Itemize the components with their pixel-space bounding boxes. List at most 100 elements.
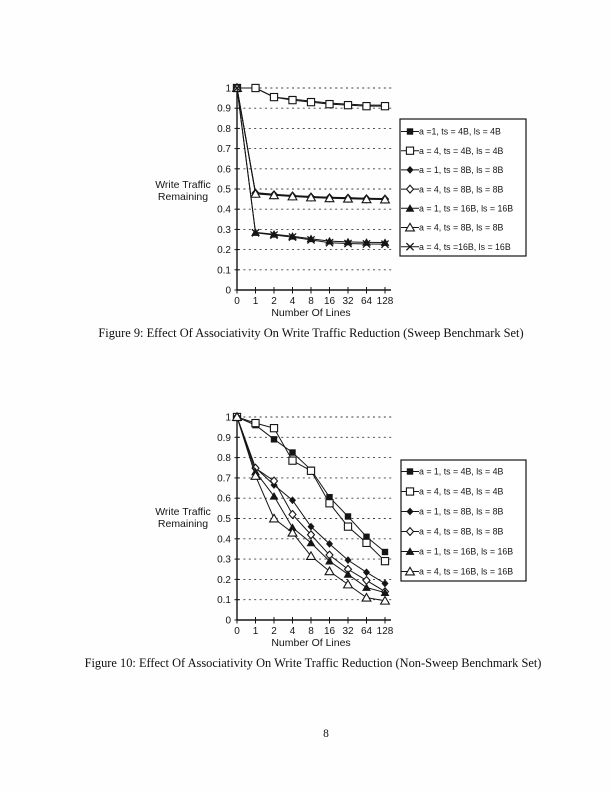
triangle-filled-marker-icon [325, 556, 334, 565]
y-tick-label: 0.3 [217, 225, 231, 236]
x-tick-label: 8 [308, 626, 314, 637]
legend: a =1, ts = 4B, ls = 4B a = 4, ts = 4B, ls… [399, 118, 527, 257]
triangle-filled-marker-icon [405, 547, 415, 555]
fig9-x-axis-title: Number Of Lines [271, 307, 351, 319]
page-number: 8 [323, 728, 329, 740]
legend-item-2: a = 1, ts = 8B, ls = 8B [401, 165, 503, 175]
x-tick-label: 16 [324, 296, 336, 307]
diamond-filled-marker-icon [381, 579, 389, 588]
square-open-marker-icon [405, 487, 415, 496]
x-tick-label: 16 [324, 626, 336, 637]
triangle-filled-marker-icon [380, 588, 390, 596]
x-marker-icon [269, 230, 279, 240]
square-open-marker-icon [362, 102, 371, 111]
diamond-filled-marker-icon [307, 522, 315, 531]
square-filled-marker-icon [381, 548, 389, 556]
x-tick-label: 4 [290, 296, 296, 307]
x-marker-icon [343, 239, 353, 248]
legend-item-1: a = 4, ts = 4B, ls = 4B [401, 146, 503, 156]
diamond-open-marker-icon [405, 526, 415, 537]
gridlines [238, 87, 392, 271]
fig9-y-axis-title-line2: Remaining [157, 191, 209, 204]
square-filled-marker-icon [289, 449, 296, 456]
fig9-y-axis-title: Write Traffic Remaining [136, 179, 230, 204]
triangle-open-marker-icon [342, 193, 354, 203]
legend-item-0: a = 1, ts = 4B, ls = 4B [401, 467, 503, 477]
legend-label: a = 4, ts = 16B, ls = 16B [419, 567, 513, 577]
square-open-marker-icon [251, 418, 260, 428]
y-tick-label: 0.2 [217, 245, 231, 256]
square-filled-marker-icon [406, 468, 414, 475]
triangle-open-marker-icon [361, 592, 372, 602]
x-tick-label: 64 [361, 296, 373, 307]
triangle-open-marker-icon [324, 192, 335, 203]
triangle-open-marker-icon [268, 513, 280, 523]
x-marker-icon [380, 240, 390, 249]
legend-item-5: a = 4, ts = 16B, ls = 16B [401, 566, 513, 577]
x-axis: 0 1 2 4 8 16 32 64 128 [234, 287, 394, 307]
triangle-open-marker-icon [305, 192, 317, 202]
legend-item-3: a = 4, ts = 8B, ls = 8B [401, 527, 503, 537]
y-tick-label: 0.4 [217, 205, 231, 216]
square-filled-marker-icon [344, 513, 352, 520]
legend-item-4: a = 1, ts = 16B, ls = 16B [401, 547, 513, 557]
square-open-marker-icon [288, 95, 297, 105]
square-filled-marker-icon [326, 493, 333, 501]
diamond-filled-marker-icon [326, 539, 333, 548]
fig9-chart: 0 0.1 0.2 0.3 0.4 0.5 0.6 0.7 0.8 0.9 1 0 1 2 4 8 16 32 64… [217, 82, 527, 307]
y-tick-label: 0.2 [217, 575, 231, 586]
series-1-square-open [232, 83, 390, 111]
y-tick-label: 0.7 [217, 473, 231, 484]
legend-item-3: a = 4, ts = 8B, ls = 8B [401, 184, 503, 194]
y-tick-label: 0.5 [217, 185, 231, 196]
triangle-filled-marker-icon [306, 538, 316, 547]
x-tick-label: 0 [234, 296, 240, 307]
triangle-open-marker-icon [342, 579, 354, 589]
y-tick-label: 0.5 [217, 514, 231, 525]
x-tick-label: 1 [253, 296, 259, 307]
x-marker-icon [405, 242, 415, 251]
legend-label: a = 4, ts =16B, ls = 16B [419, 242, 511, 252]
fig10-y-axis-title: Write Traffic Remaining [136, 506, 230, 531]
square-open-marker-icon [380, 102, 390, 111]
triangle-filled-marker-icon [405, 204, 415, 212]
x-marker-icon [306, 235, 316, 244]
legend-label: a = 1, ts = 16B, ls = 16B [419, 204, 513, 214]
square-open-marker-icon [380, 556, 390, 566]
x-marker-icon [232, 83, 242, 93]
triangle-filled-marker-icon [269, 491, 279, 500]
y-tick-label: 0.1 [217, 265, 231, 276]
y-tick-label: 1 [225, 413, 231, 424]
y-tick-label: 0.8 [217, 124, 231, 135]
y-axis: 0 0.1 0.2 0.3 0.4 0.5 0.6 0.7 0.8 0.9 1 [217, 84, 240, 297]
legend-item-4: a = 1, ts = 16B, ls = 16B [401, 204, 513, 214]
fig10-caption: Figure 10: Effect Of Associativity On Wr… [84, 656, 542, 670]
legend-label: a = 4, ts = 4B, ls = 4B [419, 487, 503, 497]
y-tick-label: 0.8 [217, 453, 231, 464]
y-tick-label: 0.1 [217, 595, 231, 606]
triangle-filled-marker-icon [362, 583, 371, 591]
legend-label: a = 1, ts = 4B, ls = 4B [419, 467, 503, 477]
series-5-triangle-open [231, 82, 391, 204]
diamond-filled-marker-icon [363, 568, 370, 577]
triangle-open-marker-icon [231, 411, 243, 421]
series-5-triangle-open [231, 411, 391, 605]
legend-item-2: a = 1, ts = 8B, ls = 8B [401, 507, 503, 517]
y-tick-label: 0.6 [217, 494, 231, 505]
x-tick-label: 128 [377, 296, 394, 307]
legend-label: a = 1, ts = 8B, ls = 8B [419, 507, 503, 517]
diamond-filled-marker-icon [406, 507, 414, 516]
legend-label: a = 1, ts = 16B, ls = 16B [419, 547, 513, 557]
square-open-marker-icon [362, 538, 371, 548]
square-filled-marker-icon [363, 533, 370, 540]
square-open-marker-icon [251, 83, 260, 93]
triangle-open-marker-icon [268, 189, 280, 200]
series-6-x [232, 83, 390, 249]
legend-item-5: a = 4, ts = 8B, ls = 8B [401, 222, 503, 233]
x-tick-label: 64 [361, 626, 373, 637]
y-tick-label: 0.3 [217, 555, 231, 566]
y-tick-label: 0.4 [217, 534, 231, 545]
series-3-diamond-open [232, 412, 390, 597]
legend-label: a = 4, ts = 8B, ls = 8B [419, 223, 503, 233]
